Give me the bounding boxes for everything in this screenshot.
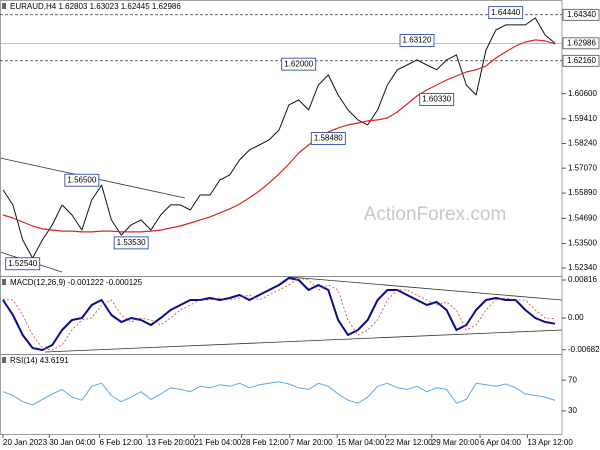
y-tick-label: 30 xyxy=(568,406,577,415)
y-tick-label: 1.55890 xyxy=(568,188,597,197)
x-tick-label: 30 Jan 04:00 xyxy=(49,438,96,447)
y-tick-label: 1.54690 xyxy=(568,214,597,223)
annotation-box xyxy=(281,57,317,71)
x-tick-label: 15 Mar 04:00 xyxy=(337,438,385,447)
annotation-box xyxy=(5,257,41,271)
y-tick-label: 1.52340 xyxy=(568,263,597,272)
y-tick-label: 1.53500 xyxy=(568,239,597,248)
annotation-box xyxy=(310,132,346,145)
y-tick-label: 0.00 xyxy=(568,313,584,322)
price-level-box xyxy=(562,54,600,67)
series-line xyxy=(2,17,556,259)
price-level-label: 1.64340 xyxy=(567,10,596,19)
y-tick-label: 0.00816 xyxy=(568,275,597,284)
panel-title: RSI(14) 43.6191 xyxy=(10,356,69,365)
annotation-label: 1.52540 xyxy=(8,259,37,268)
title-bg xyxy=(2,357,6,363)
trend-line xyxy=(44,329,563,353)
panel-title: MACD(12,26,9) -0.001222 -0.000125 xyxy=(10,278,143,287)
annotation-label: 1.64440 xyxy=(491,8,520,17)
watermark: ActionForex.com xyxy=(364,204,507,225)
y-tick-label: 1.58240 xyxy=(568,139,597,148)
series-line xyxy=(2,381,556,406)
price-level-label: 1.62160 xyxy=(567,56,596,65)
y-tick-label: 1.57070 xyxy=(568,163,597,172)
annotation-box xyxy=(113,236,149,250)
x-tick-label: 13 Apr 12:00 xyxy=(527,438,573,447)
annotation-box xyxy=(399,34,435,47)
annotation-label: 1.63120 xyxy=(403,36,432,45)
price-level-box xyxy=(562,8,600,21)
series-line xyxy=(2,39,556,233)
trend-line xyxy=(289,276,563,301)
y-tick-label: 70 xyxy=(568,375,577,384)
x-tick-label: 13 Feb 20:00 xyxy=(147,438,195,447)
x-tick-label: 6 Feb 12:00 xyxy=(100,438,143,447)
annotation-box xyxy=(64,173,100,187)
y-tick-label: 1.59410 xyxy=(568,114,597,123)
x-tick-label: 29 Mar 20:00 xyxy=(432,438,480,447)
x-tick-label: 22 Mar 12:00 xyxy=(385,438,433,447)
x-tick-label: 28 Feb 12:00 xyxy=(242,438,290,447)
annotation-label: 1.62000 xyxy=(284,59,313,68)
x-tick-label: 6 Apr 04:00 xyxy=(480,438,521,447)
annotation-label: 1.56500 xyxy=(67,175,96,184)
annotation-box xyxy=(488,6,524,20)
title-bg xyxy=(2,279,6,285)
title-bg xyxy=(2,3,6,9)
annotation-label: 1.58480 xyxy=(314,134,343,143)
price-level-box xyxy=(562,37,600,50)
series-line xyxy=(2,277,556,351)
annotation-box xyxy=(419,92,455,106)
y-tick-label: -0.006821 xyxy=(568,345,600,354)
panel-frame xyxy=(0,354,563,435)
panel-title: EURAUD,H4 1.62803 1.63023 1.62445 1.6298… xyxy=(10,2,181,11)
x-tick-label: 7 Mar 20:00 xyxy=(290,438,333,447)
y-tick-label: 1.60600 xyxy=(568,89,597,98)
x-tick-label: 20 Jan 2023 xyxy=(3,438,48,447)
annotation-label: 1.53530 xyxy=(117,238,146,247)
price-level-label: 1.62986 xyxy=(567,38,596,47)
series-line xyxy=(2,277,556,351)
x-tick-label: 21 Feb 04:00 xyxy=(194,438,242,447)
annotation-label: 1.60330 xyxy=(422,94,451,103)
